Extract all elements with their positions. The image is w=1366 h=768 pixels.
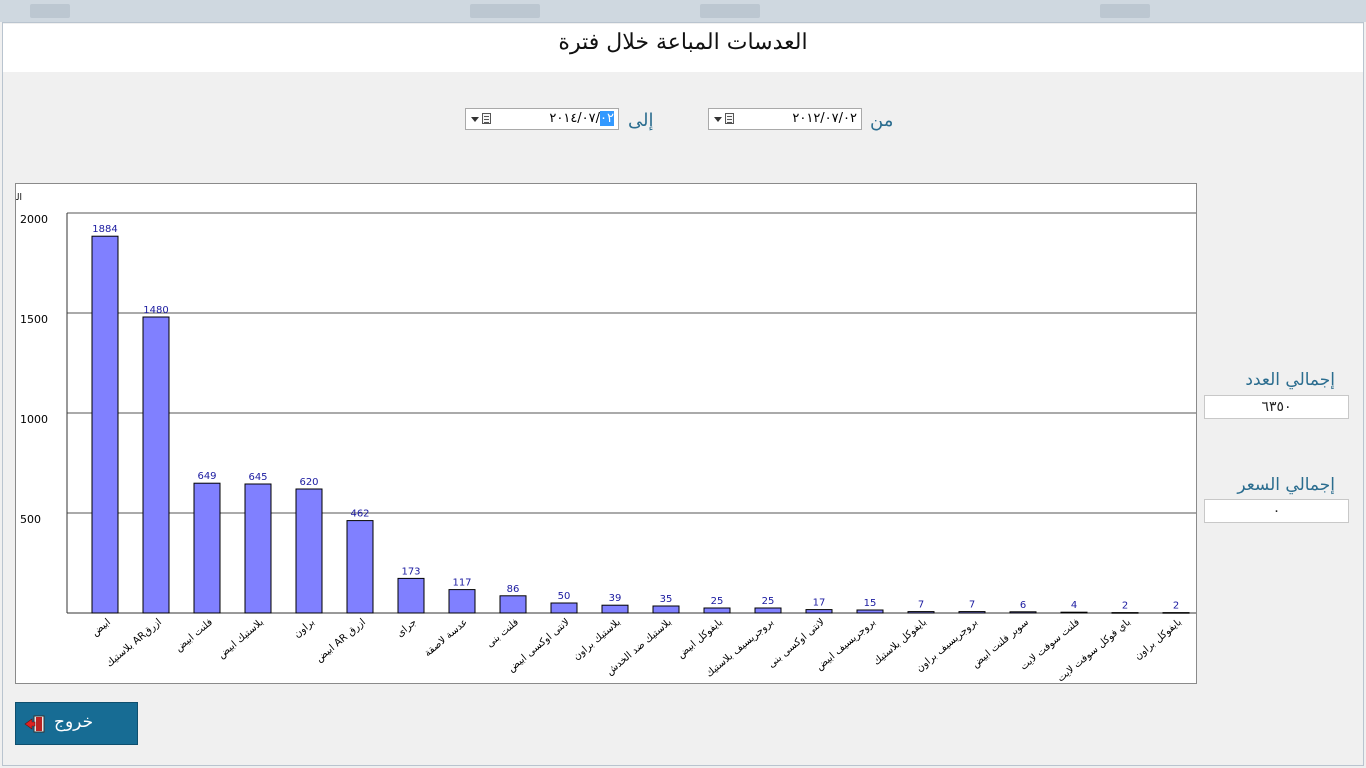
bar-data-label: 86 [507, 584, 520, 595]
bar-data-label: 462 [350, 509, 369, 520]
x-tick-label: جراى [395, 617, 419, 640]
total-count-field: ٦٣٥٠ [1204, 395, 1349, 419]
chart-bar [907, 611, 935, 614]
exit-button[interactable]: خروج [15, 702, 138, 745]
bar-data-label: 117 [452, 578, 471, 589]
chart-bar [91, 235, 119, 614]
x-tick-label: ابيض [90, 617, 113, 639]
bar-data-label: 645 [248, 472, 267, 483]
background-blur [470, 4, 540, 18]
x-tick-label: عدسة لاصقة [422, 617, 469, 659]
bar-data-label: 25 [711, 596, 724, 607]
chevron-down-icon[interactable] [471, 117, 479, 122]
chart-bar [601, 604, 629, 614]
chart-bar [958, 611, 986, 614]
x-tick-label: فلنت بنى [485, 617, 522, 650]
background-taskbar-strip [0, 0, 1366, 22]
from-date-picker[interactable]: ٢٠١٢/٠٧/٠٢ [708, 108, 862, 130]
bar-data-label: 39 [609, 593, 622, 604]
x-tick-label: بلاستيك ابيض [216, 617, 266, 661]
chart-bar [1162, 612, 1190, 614]
bar-data-label: 25 [762, 596, 775, 607]
chart-bar [856, 609, 884, 614]
bar-data-label: 6 [1020, 600, 1026, 611]
y-tick-label: 1000 [20, 413, 48, 426]
exit-button-label: خروج [54, 712, 94, 732]
y-axis-title: العدد [16, 193, 22, 203]
x-tick-label: بلاستيك ARازرق [104, 617, 164, 670]
chart-bar [397, 577, 425, 614]
chart-bar [499, 595, 527, 614]
chart-bar [1060, 611, 1088, 614]
from-date-value: ٢٠١٢/٠٧/٠٢ [792, 111, 857, 126]
x-tick-label: فلنت ابيض [173, 617, 215, 654]
to-date-main: ٢٠١٤/٠٧/ [549, 111, 601, 126]
bar-data-label: 7 [969, 600, 975, 611]
bar-data-label: 35 [660, 594, 673, 605]
chart-bar [805, 609, 833, 614]
from-label: من [870, 110, 894, 131]
chart-bar [703, 607, 731, 614]
calendar-icon [482, 113, 491, 124]
chart-bar [448, 589, 476, 614]
bar-data-label: 649 [197, 471, 216, 482]
chevron-down-icon[interactable] [714, 117, 722, 122]
chart-bar [193, 482, 221, 614]
total-price-label: إجمالي السعر [1237, 475, 1335, 495]
to-date-value: ٢٠١٤/٠٧/٠٢ [549, 111, 614, 126]
chart-panel: العدد 500 1000 1500 2000 1884 ابيض 1480 بلاستيك … [15, 183, 1197, 684]
chart-bar [1111, 612, 1139, 614]
bar-data-label: 2 [1173, 601, 1179, 612]
x-tick-label: بلاستيك براون [571, 617, 623, 663]
chart-bar [652, 605, 680, 614]
chart-bar [1009, 611, 1037, 614]
bar-data-label: 173 [401, 566, 420, 577]
y-tick-label: 500 [20, 513, 41, 526]
bar-data-label: 1480 [143, 305, 168, 316]
background-blur [700, 4, 760, 18]
chart-bar [550, 602, 578, 614]
chart-bar [346, 520, 374, 614]
x-tick-label: بايفوكل ابيض [676, 617, 725, 661]
total-count-label: إجمالي العدد [1245, 370, 1335, 390]
bar-data-label: 2 [1122, 601, 1128, 612]
bar-data-label: 7 [918, 600, 924, 611]
chart-bar [754, 607, 782, 614]
x-tick-label: ابيض AR ازرق [314, 617, 368, 665]
bar-data-label: 4 [1071, 600, 1077, 611]
y-tick-label: 2000 [20, 213, 48, 226]
background-blur [30, 4, 70, 18]
to-date-selected-part[interactable]: ٠٢ [600, 111, 614, 126]
background-blur [1100, 4, 1150, 18]
chart-bar [142, 316, 170, 614]
x-tick-label: بايفوكل براون [1133, 617, 1184, 662]
bar-data-label: 50 [558, 591, 571, 602]
bar-chart: العدد 500 1000 1500 2000 1884 ابيض 1480 بلاستيك … [16, 193, 1196, 683]
chart-bar [244, 483, 272, 614]
x-tick-label: براون [292, 617, 317, 640]
y-tick-label: 1500 [20, 313, 48, 326]
total-price-field: ٠ [1204, 499, 1349, 523]
page-title: العدسات المباعة خلال فترة [558, 30, 808, 55]
bar-data-label: 15 [864, 598, 877, 609]
bar-data-label: 1884 [92, 224, 117, 235]
to-date-picker[interactable]: ٢٠١٤/٠٧/٠٢ [465, 108, 619, 130]
exit-door-icon [24, 715, 45, 733]
calendar-icon [725, 113, 734, 124]
title-bar: العدسات المباعة خلال فترة [3, 24, 1363, 72]
to-label: إلى [628, 110, 654, 131]
chart-bar [295, 488, 323, 614]
bar-data-label: 17 [813, 598, 826, 609]
bar-data-label: 620 [299, 477, 318, 488]
